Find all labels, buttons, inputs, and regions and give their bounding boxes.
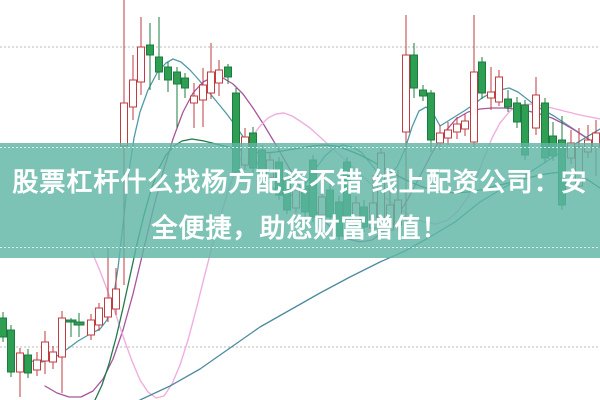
candle-body-down (427, 92, 435, 141)
promo-overlay-band: 股票杠杆什么找杨方配资不错 线上配资公司：安 全便捷，助您财富增值！ (0, 143, 600, 258)
candle-body-up (41, 341, 49, 362)
promo-text-line1: 股票杠杆什么找杨方配资不错 线上配资公司：安 (12, 166, 588, 197)
candle-body-up (207, 71, 215, 94)
candle-body-up (58, 317, 66, 358)
candle-body-up (129, 79, 137, 108)
candle-body-up (453, 123, 461, 133)
candle-body-up (137, 46, 145, 83)
candle-body-down (410, 54, 418, 89)
candle-body-up (120, 102, 128, 147)
candle-body-up (49, 351, 57, 363)
promo-text-line2: 全便捷，助您财富增值！ (151, 212, 449, 243)
candle-body-down (478, 61, 486, 94)
candle-body-up (470, 71, 478, 143)
candle-body-down (513, 102, 521, 123)
candle-body-up (436, 132, 444, 144)
candle-body-up (87, 319, 95, 336)
candle-body-down (224, 66, 232, 78)
candle-body-down (155, 56, 163, 73)
candle-body-up (95, 307, 103, 326)
candle-body-up (112, 288, 120, 310)
candle-body-up (461, 120, 469, 130)
candle-body-down (504, 98, 512, 108)
gridline-in-band-1 (0, 147, 600, 148)
ma-long-pink (91, 103, 600, 399)
candle-body-up (33, 359, 41, 371)
candle-body-up (402, 54, 410, 133)
candle-body-up (444, 129, 452, 139)
candle-body-up (215, 69, 223, 84)
candle-doji-body (65, 319, 77, 323)
gridline-in-band-2 (0, 247, 600, 248)
candle-body-down (0, 317, 7, 338)
candle-body-up (199, 84, 207, 101)
candle-body-down (164, 66, 172, 81)
candle-body-up (487, 91, 495, 99)
candle-body-up (104, 297, 112, 318)
candle-body-up (190, 95, 198, 104)
candle-body-down (146, 44, 154, 56)
candle-body-down (24, 354, 32, 374)
candle-body-down (7, 329, 15, 373)
candle-body-down (419, 89, 427, 97)
candle-body-up (532, 94, 540, 129)
candle-doji-body (73, 321, 85, 326)
candle-body-up (495, 76, 503, 103)
candle-body-down (173, 71, 181, 85)
candle-body-down (181, 77, 189, 89)
candle-body-up (16, 352, 24, 373)
